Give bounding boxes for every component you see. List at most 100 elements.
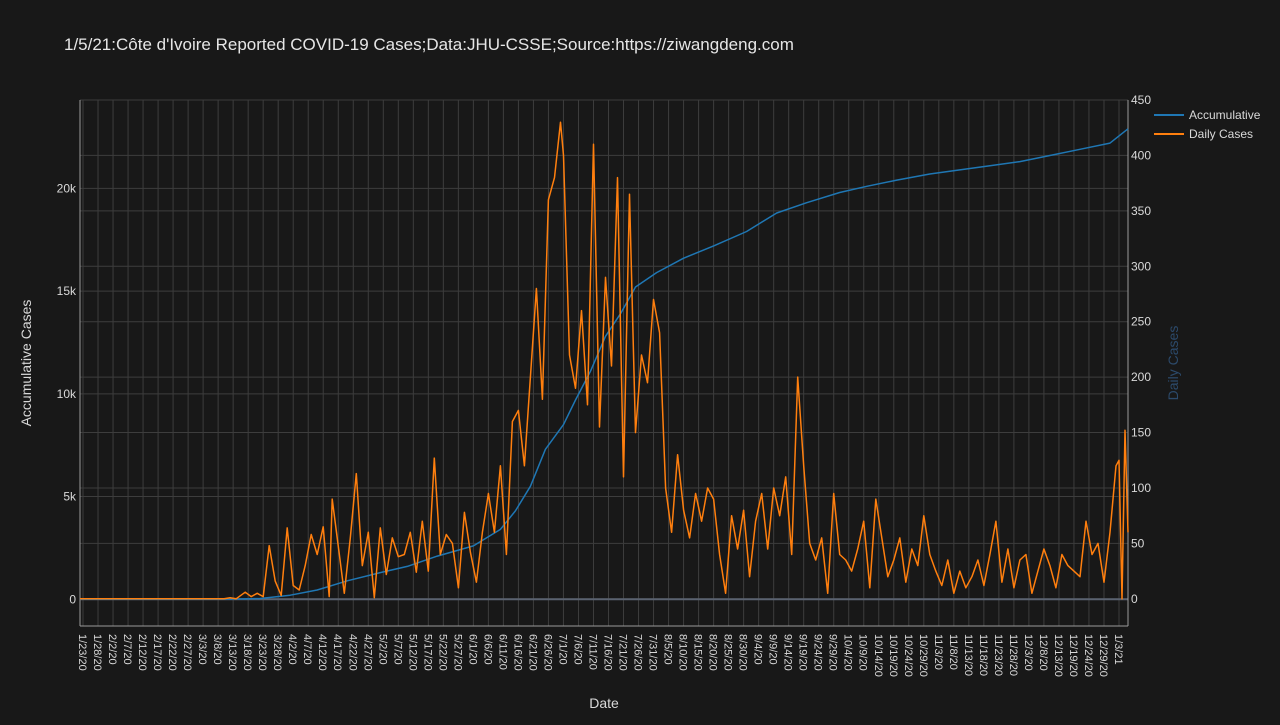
chart-title: 1/5/21:Côte d'Ivoire Reported COVID-19 C… [64,35,794,54]
x-tick-label: 3/13/20 [226,634,238,671]
x-tick-label: 12/24/20 [1082,634,1094,677]
x-tick-label: 11/18/20 [977,634,989,676]
x-tick-label: 6/1/20 [466,634,478,665]
x-tick-label: 12/19/20 [1067,634,1079,677]
x-tick-label: 5/22/20 [436,634,448,671]
y2-tick-label: 0 [1131,592,1138,606]
x-tick-label: 6/26/20 [541,634,553,671]
x-tick-label: 4/27/20 [361,634,373,671]
x-tick-label: 5/12/20 [406,634,418,671]
y-tick-label: 15k [57,284,77,298]
y2-tick-label: 150 [1131,426,1151,440]
x-tick-label: 12/8/20 [1037,634,1049,671]
legend: Accumulative Daily Cases [1154,108,1261,141]
y2-tick-label: 250 [1131,315,1151,329]
x-tick-label: 3/8/20 [211,634,223,665]
x-tick-label: 9/9/20 [767,634,779,665]
x-tick-label: 1/3/21 [1112,634,1124,665]
x-tick-label: 12/29/20 [1097,634,1109,677]
x-tick-label: 8/15/20 [692,634,704,671]
y2-tick-label: 50 [1131,536,1145,550]
x-tick-label: 11/3/20 [932,634,944,670]
y2-tick-label: 400 [1131,148,1151,162]
x-tick-label: 1/28/20 [91,634,103,671]
x-tick-label: 8/20/20 [707,634,719,671]
x-tick-label: 2/17/20 [151,634,163,671]
x-tick-label: 11/28/20 [1007,634,1019,676]
x-tick-label: 3/28/20 [271,634,283,671]
y2-axis-label: Daily Cases [1165,326,1181,401]
x-tick-label: 11/13/20 [962,634,974,676]
x-tick-label: 5/7/20 [391,634,403,665]
x-tick-label: 3/3/20 [196,634,208,665]
x-tick-label: 4/12/20 [316,634,328,671]
x-tick-label: 2/7/20 [121,634,133,665]
x-tick-label: 4/17/20 [331,634,343,671]
x-tick-label: 7/11/20 [586,634,598,670]
x-tick-label: 6/11/20 [496,634,508,670]
legend-daily-cases-label[interactable]: Daily Cases [1189,127,1253,141]
ticks-layer: 1/23/20 1/28/20 2/2/20 2/7/20 2/12/20 2/17/20… [57,93,1152,677]
grid-layer [80,99,1128,626]
x-tick-label: 7/26/20 [632,634,644,671]
y2-tick-label: 350 [1131,204,1151,218]
x-tick-label: 10/24/20 [902,634,914,677]
x-tick-label: 10/4/20 [842,634,854,671]
y-tick-label: 5k [63,490,77,504]
daily-cases-series-line [80,121,1129,600]
y2-tick-label: 300 [1131,259,1151,273]
x-tick-label: 11/8/20 [947,634,959,670]
x-tick-label: 4/2/20 [286,634,298,665]
accumulative-series-line [80,128,1129,601]
x-tick-label: 8/10/20 [677,634,689,671]
y-tick-label: 10k [57,387,77,401]
x-tick-label: 9/4/20 [752,634,764,665]
y2-tick-label: 450 [1131,93,1151,107]
x-tick-label: 6/21/20 [526,634,538,671]
x-tick-label: 9/29/20 [827,634,839,671]
x-tick-label: 5/2/20 [376,634,388,665]
x-tick-label: 9/19/20 [797,634,809,671]
x-tick-label: 7/31/20 [647,634,659,671]
x-tick-label: 12/3/20 [1022,634,1034,671]
y2-tick-label: 200 [1131,370,1151,384]
x-tick-label: 4/7/20 [301,634,313,665]
x-tick-label: 5/27/20 [451,634,463,671]
x-tick-label: 8/30/20 [737,634,749,671]
x-tick-label: 2/12/20 [136,634,148,671]
x-tick-label: 8/5/20 [662,634,674,665]
x-tick-label: 4/22/20 [346,634,358,671]
x-tick-label: 8/25/20 [722,634,734,671]
x-axis-label: Date [589,695,619,711]
y-tick-label: 0 [69,592,76,606]
x-tick-label: 7/6/20 [571,634,583,665]
x-tick-label: 10/9/20 [857,634,869,671]
y2-tick-label: 100 [1131,481,1151,495]
series-layer [80,121,1129,601]
axes-layer [79,100,1129,627]
x-tick-label: 10/19/20 [887,634,899,677]
x-tick-label: 12/13/20 [1052,634,1064,677]
x-tick-label: 6/6/20 [481,634,493,665]
y-tick-label: 20k [57,181,77,195]
x-tick-label: 7/1/20 [556,634,568,665]
x-tick-label: 10/29/20 [917,634,929,677]
y-axis-label: Accumulative Cases [18,300,34,427]
x-tick-label: 9/24/20 [812,634,824,671]
x-tick-label: 3/23/20 [256,634,268,671]
x-tick-label: 2/27/20 [181,634,193,671]
x-tick-label: 5/17/20 [421,634,433,671]
x-tick-label: 9/14/20 [782,634,794,671]
x-tick-label: 1/23/20 [76,634,88,671]
x-tick-label: 2/22/20 [166,634,178,671]
legend-accumulative-label[interactable]: Accumulative [1189,108,1261,122]
x-tick-label: 6/16/20 [511,634,523,671]
x-tick-label: 10/14/20 [872,634,884,677]
x-tick-label: 7/21/20 [617,634,629,671]
x-tick-label: 7/16/20 [602,634,614,671]
x-tick-label: 2/2/20 [106,634,118,665]
x-tick-label: 11/23/20 [992,634,1004,676]
x-tick-label: 3/18/20 [241,634,253,671]
